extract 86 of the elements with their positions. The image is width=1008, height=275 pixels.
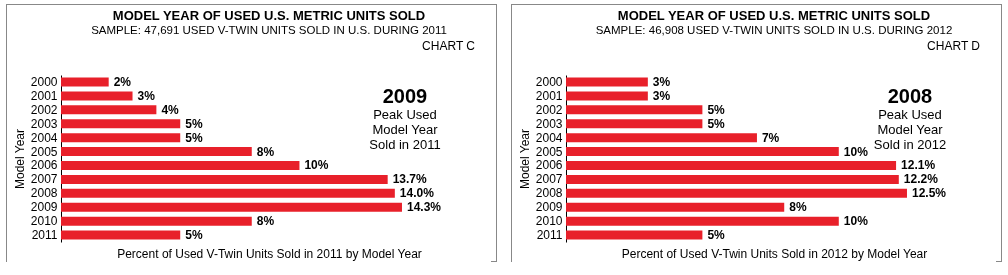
y-tick-label: 2006 <box>30 158 58 173</box>
y-tick-label: 2002 <box>535 102 563 117</box>
bar <box>566 216 839 226</box>
bar <box>566 160 897 170</box>
y-tick-label: 2009 <box>30 200 58 215</box>
y-tick-label: 2004 <box>30 130 58 145</box>
y-tick-label: 2002 <box>30 102 58 117</box>
data-label: 10% <box>843 214 869 229</box>
chart-title: MODEL YEAR OF USED U.S. METRIC UNITS SOLD <box>112 7 426 23</box>
bar <box>566 174 899 184</box>
annotation: 2008 <box>887 85 933 107</box>
bar <box>566 133 757 143</box>
bar <box>566 91 648 101</box>
data-label: 14.3% <box>406 200 442 215</box>
x-axis-title: Percent of Used V-Twin Units Sold in 2012 by Model Year <box>621 246 928 261</box>
bar <box>61 77 109 87</box>
data-label: 12.1% <box>901 158 936 173</box>
bar <box>566 105 703 115</box>
data-label: 10% <box>843 144 869 159</box>
bar <box>566 188 907 198</box>
data-label: 8% <box>789 200 807 215</box>
y-tick-label: 2005 <box>30 144 58 159</box>
y-axis-title: Model Year <box>517 128 532 190</box>
y-tick-label: 2001 <box>535 88 563 103</box>
annotation: 2009 <box>382 85 428 107</box>
y-tick-label: 2003 <box>30 116 58 131</box>
bar <box>566 230 703 240</box>
annotation: Peak Used Model Year Sold in 2012 <box>873 107 947 152</box>
data-label: 7% <box>761 130 780 145</box>
data-label: 13.7% <box>392 172 428 187</box>
y-axis-title: Model Year <box>12 128 27 190</box>
y-tick-label: 2005 <box>535 144 563 159</box>
bar <box>566 147 839 157</box>
y-tick-label: 2009 <box>535 200 563 215</box>
bar <box>61 119 181 129</box>
data-label: 5% <box>185 130 203 145</box>
y-tick-label: 2004 <box>535 130 563 145</box>
bar <box>61 188 395 198</box>
y-tick-label: 2000 <box>535 74 563 89</box>
bar <box>61 230 181 240</box>
y-tick-label: 2001 <box>30 88 58 103</box>
data-label: 5% <box>707 116 726 131</box>
data-label: 10% <box>304 158 329 173</box>
y-tick-label: 2008 <box>535 186 563 201</box>
data-label: 5% <box>707 228 726 243</box>
data-label: 12.5% <box>911 186 947 201</box>
bar <box>61 147 252 157</box>
bar <box>61 91 133 101</box>
text: CHART C <box>422 39 476 53</box>
data-label: 5% <box>707 102 726 117</box>
bar <box>61 105 157 115</box>
y-tick-label: 2000 <box>30 74 58 89</box>
bar <box>61 216 252 226</box>
data-label: 5% <box>185 116 203 131</box>
y-tick-label: 2006 <box>535 158 563 173</box>
chart-subtitle: SAMPLE: 46,908 USED V-TWIN UNITS SOLD IN U.S. DURING 2012 <box>595 23 953 36</box>
y-tick-label: 2010 <box>30 214 58 229</box>
data-label: 3% <box>652 74 671 89</box>
y-tick-label: 2007 <box>30 172 58 187</box>
y-tick-label: 2007 <box>535 172 563 187</box>
data-label: 12.2% <box>903 172 939 187</box>
y-tick-label: 2008 <box>30 186 58 201</box>
bar <box>61 133 181 143</box>
data-label: 8% <box>256 214 275 229</box>
x-axis-title: Percent of Used V-Twin Units Sold in 2011 by Model Year <box>117 246 422 261</box>
chart-title: MODEL YEAR OF USED U.S. METRIC UNITS SOLD <box>617 7 931 23</box>
annotation: Peak Used Model Year Sold in 2011 <box>369 107 441 152</box>
y-tick-label: 2011 <box>31 228 58 243</box>
y-tick-label: 2010 <box>535 214 563 229</box>
data-label: 4% <box>161 102 180 117</box>
bar <box>566 202 785 212</box>
bar <box>566 77 648 87</box>
bar <box>61 174 388 184</box>
chart-subtitle: SAMPLE: 47,691 USED V-TWIN UNITS SOLD IN U.S. DURING 2011 <box>91 23 447 36</box>
bar <box>566 119 703 129</box>
data-label: 8% <box>256 144 275 159</box>
data-label: 3% <box>652 88 671 103</box>
data-label: 3% <box>137 88 156 103</box>
y-tick-label: 2011 <box>536 228 563 243</box>
text: CHART D <box>927 39 981 53</box>
data-label: 5% <box>185 228 203 243</box>
data-label: 2% <box>113 74 132 89</box>
data-label: 14.0% <box>399 186 435 201</box>
y-tick-label: 2003 <box>535 116 563 131</box>
bar <box>61 202 402 212</box>
bar <box>61 160 300 170</box>
